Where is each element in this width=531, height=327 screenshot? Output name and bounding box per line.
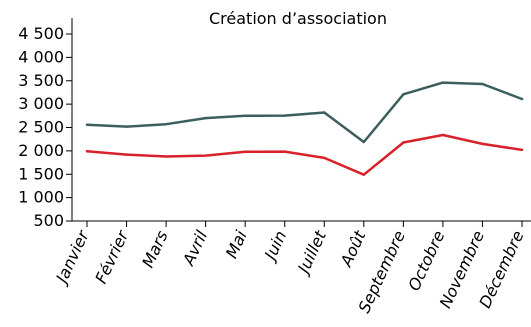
x-tick-label: Janvier xyxy=(51,226,93,288)
x-tick-label: Mai xyxy=(222,227,251,261)
x-tick-label: Octobre xyxy=(404,228,448,294)
y-tick-label: 4 500 xyxy=(18,24,64,43)
series-1-point xyxy=(441,81,445,84)
series-1-point xyxy=(164,123,168,126)
series-1-point xyxy=(481,82,484,86)
series-1-point xyxy=(362,140,365,144)
series-1-point xyxy=(244,114,247,118)
x-tick-label: Juillet xyxy=(293,227,331,279)
series-1-point xyxy=(520,97,524,101)
series-2-point xyxy=(520,148,524,152)
y-tick-label: 2 000 xyxy=(18,141,64,160)
series-2-point xyxy=(85,150,89,153)
y-tick-label: 3 000 xyxy=(18,94,64,113)
y-tick-label: 3 500 xyxy=(18,71,64,90)
series-layer xyxy=(85,81,524,176)
y-tick-label: 500 xyxy=(33,211,64,230)
series-2-point xyxy=(481,142,484,146)
series-line-2 xyxy=(85,133,524,176)
y-tick-label: 2 500 xyxy=(18,118,64,137)
series-2-point xyxy=(441,133,445,137)
y-tick-label: 4 000 xyxy=(18,47,64,66)
x-tick-label: Août xyxy=(336,227,370,270)
chart-title: Création d’association xyxy=(209,9,387,28)
series-1-point xyxy=(85,123,89,126)
series-line-1 xyxy=(85,81,524,144)
series-1-point xyxy=(402,93,405,96)
series-1-point xyxy=(323,111,326,114)
series-1-point xyxy=(204,116,207,120)
series-2-point xyxy=(283,150,286,153)
series-2-point xyxy=(204,154,207,157)
series-2-point xyxy=(402,141,405,144)
series-2-point xyxy=(244,150,247,153)
series-2-point xyxy=(125,153,128,156)
series-2-point xyxy=(362,173,365,176)
y-tick-label: 1 000 xyxy=(18,188,64,207)
x-tick-label: Juin xyxy=(259,228,290,265)
series-1-point xyxy=(125,125,128,128)
y-tick-label: 1 500 xyxy=(18,164,64,183)
series-1-point xyxy=(283,114,286,117)
y-axis-ticks: 500 1 000 1 500 2 000 2 500 3 000 3 500 4 000 4 … xyxy=(18,24,72,230)
x-tick-label: Avril xyxy=(178,227,211,269)
x-tick-label: Mars xyxy=(138,228,172,271)
series-2-point xyxy=(323,156,326,160)
x-tick-label: Février xyxy=(91,226,132,286)
series-2-point xyxy=(164,155,168,158)
